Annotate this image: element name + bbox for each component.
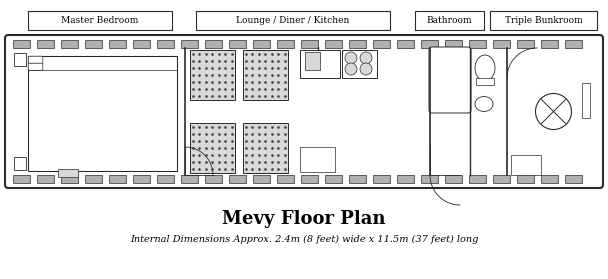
FancyBboxPatch shape xyxy=(28,63,43,70)
Bar xyxy=(349,40,366,48)
Text: Internal Dimensions Approx. 2.4m (8 feet) wide x 11.5m (37 feet) long: Internal Dimensions Approx. 2.4m (8 feet… xyxy=(130,235,478,244)
Bar xyxy=(190,50,235,100)
Bar xyxy=(37,175,54,183)
FancyBboxPatch shape xyxy=(429,47,471,113)
Bar xyxy=(325,40,342,48)
Bar xyxy=(157,175,174,183)
Text: Bathroom: Bathroom xyxy=(427,16,472,25)
Bar xyxy=(28,11,172,30)
Bar xyxy=(490,11,597,30)
Bar xyxy=(582,83,590,118)
Bar xyxy=(277,40,294,48)
Circle shape xyxy=(536,93,572,129)
Bar xyxy=(243,50,288,100)
Bar xyxy=(325,175,342,183)
Bar xyxy=(190,123,235,173)
Text: Master Bedroom: Master Bedroom xyxy=(61,16,139,25)
Text: Lounge / Diner / Kitchen: Lounge / Diner / Kitchen xyxy=(237,16,350,25)
Bar xyxy=(229,40,246,48)
Bar xyxy=(421,175,438,183)
FancyBboxPatch shape xyxy=(5,35,603,188)
Bar xyxy=(445,40,462,48)
Bar xyxy=(253,40,270,48)
Bar xyxy=(181,40,198,48)
Bar xyxy=(133,175,150,183)
Circle shape xyxy=(360,63,372,75)
Bar xyxy=(469,175,486,183)
Ellipse shape xyxy=(475,55,495,81)
Bar xyxy=(342,50,377,78)
Bar xyxy=(397,40,414,48)
FancyBboxPatch shape xyxy=(28,56,43,63)
Bar xyxy=(373,175,390,183)
Bar xyxy=(109,175,126,183)
Bar xyxy=(61,175,78,183)
Bar xyxy=(517,175,534,183)
Bar xyxy=(301,175,318,183)
Bar xyxy=(445,175,462,183)
Bar xyxy=(109,40,126,48)
Bar xyxy=(58,169,78,177)
Bar xyxy=(14,157,26,170)
Bar xyxy=(229,175,246,183)
Ellipse shape xyxy=(475,97,493,112)
Circle shape xyxy=(360,52,372,64)
Bar xyxy=(196,11,390,30)
Bar xyxy=(28,56,177,171)
Bar xyxy=(373,40,390,48)
Bar xyxy=(181,175,198,183)
Text: Triple Bunkroom: Triple Bunkroom xyxy=(505,16,582,25)
Bar xyxy=(253,175,270,183)
Bar xyxy=(493,175,510,183)
Bar xyxy=(421,40,438,48)
Bar xyxy=(511,155,541,175)
Bar xyxy=(397,175,414,183)
Bar xyxy=(541,175,558,183)
Bar xyxy=(205,175,222,183)
Bar xyxy=(415,11,484,30)
Bar xyxy=(300,147,335,172)
Bar xyxy=(517,40,534,48)
Bar xyxy=(541,40,558,48)
Bar xyxy=(133,40,150,48)
Bar xyxy=(565,175,582,183)
Circle shape xyxy=(345,63,357,75)
Bar xyxy=(305,52,320,70)
Bar xyxy=(277,175,294,183)
Bar xyxy=(243,123,288,173)
Bar xyxy=(85,40,102,48)
Bar xyxy=(300,50,340,78)
Text: Mevy Floor Plan: Mevy Floor Plan xyxy=(223,210,385,228)
Bar xyxy=(13,40,30,48)
Bar xyxy=(493,40,510,48)
Bar xyxy=(37,40,54,48)
Bar xyxy=(205,40,222,48)
Bar xyxy=(349,175,366,183)
Bar xyxy=(469,40,486,48)
Bar xyxy=(14,53,26,66)
Circle shape xyxy=(345,52,357,64)
Bar xyxy=(61,40,78,48)
Bar xyxy=(157,40,174,48)
Bar xyxy=(565,40,582,48)
Bar xyxy=(85,175,102,183)
Bar xyxy=(13,175,30,183)
Bar xyxy=(476,78,494,85)
Bar xyxy=(301,40,318,48)
